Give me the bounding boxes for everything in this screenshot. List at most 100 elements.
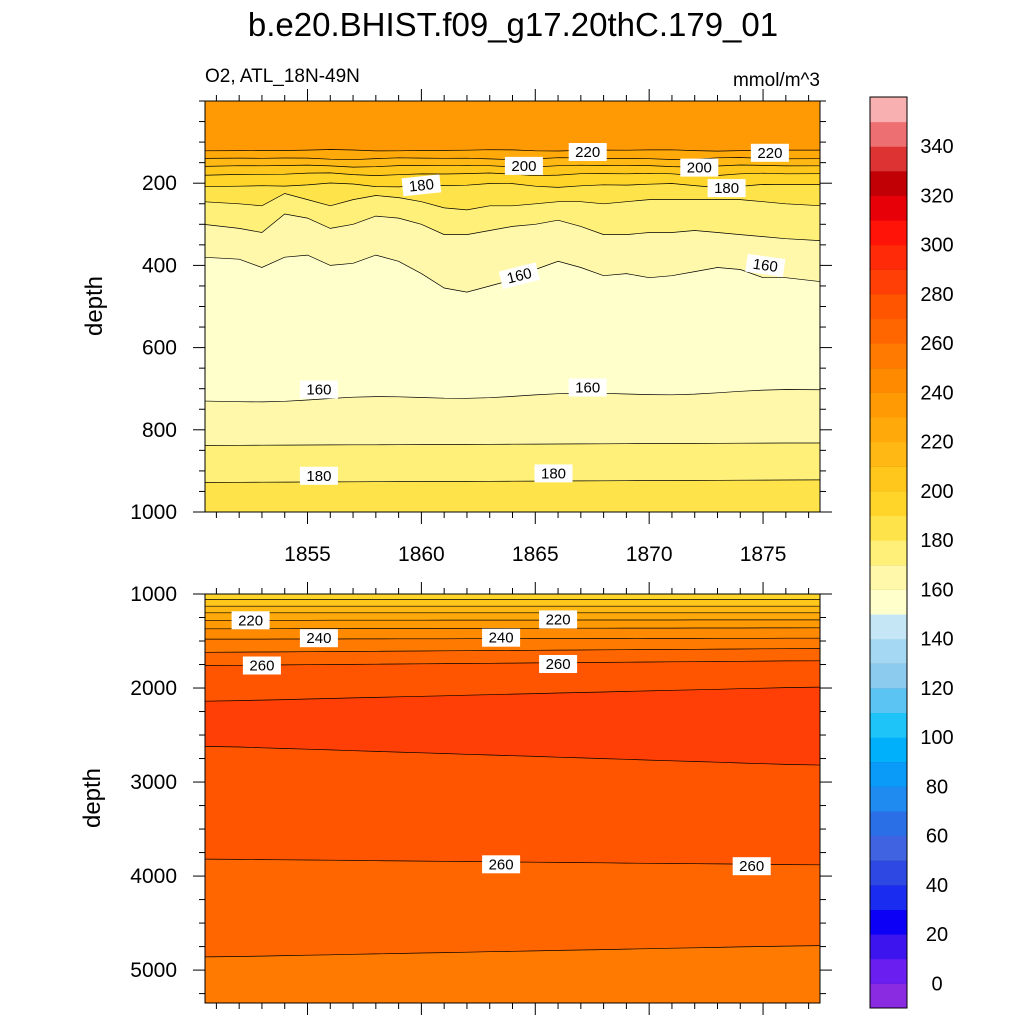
colorbar-tick-label: 280 [920,284,953,306]
contour-line [205,389,820,403]
colorbar-bin [870,441,907,467]
contour-label-text: 160 [575,380,600,397]
x-tick-label: 1870 [626,543,673,566]
colorbar-bin [870,589,907,615]
contour-label-text: 180 [408,176,435,196]
y-tick-label: 400 [142,254,177,277]
contour-value-label: 220 [568,143,607,161]
colorbar-tick-label: 180 [920,530,953,552]
contour-value-label: 220 [231,611,270,630]
colorbar: 0 20 40 60 80 100 120 140 160 180 200 220 240 260 280 3… [869,96,954,1009]
colorbar-bin [870,244,907,270]
colorbar-bin [870,835,907,861]
contour-label-bg [482,855,521,874]
colorbar-bin [870,170,907,196]
contour-label-text: 180 [541,465,566,482]
contour-label-text: 160 [505,265,533,288]
y-axis-label-bottom: depth [79,768,106,828]
contour-label-text: 240 [306,630,331,647]
contour-value-label: 200 [680,158,719,177]
units-label: mmol/m^3 [733,70,820,91]
colorbar-tick-label: 340 [920,136,953,158]
contour-value-label: 180 [299,466,338,485]
colorbar-tick-label: 320 [920,185,953,207]
contour-label-text: 260 [739,858,764,875]
contour-label-text: 220 [238,612,263,629]
contour-label-text: 180 [306,468,331,485]
contour-label-bg [299,380,338,399]
x-tick-label: 1865 [512,543,559,566]
colorbar-frame [869,96,908,1009]
contour-label-bg [539,655,578,673]
contour-value-label: 200 [504,156,543,175]
colorbar-bin [870,761,907,787]
colorbar-bin [870,269,907,295]
colorbar-tick-label: 60 [926,826,948,848]
y-tick-label: 200 [142,172,177,195]
contour-line [205,213,820,241]
contour-label-bg [482,628,521,647]
x-tick-label: 1860 [398,543,445,566]
contour-label-bg [680,158,719,177]
colorbar-bin [870,934,907,960]
y-tick-label: 3000 [130,771,177,794]
contour-value-label: 180 [401,174,442,197]
contour-line [205,648,820,653]
colorbar-bin [870,737,907,763]
colorbar-tick-label: 240 [920,382,953,404]
contour-label-bg [231,611,270,630]
colorbar-bin [870,367,907,393]
contour-line [205,945,820,958]
contour-label-bg [504,156,543,175]
y-axis-label-top: depth [81,276,108,336]
contour-label-text: 200 [687,160,712,177]
y-tick-label: 1000 [130,583,177,606]
contour-label-bg [534,464,573,483]
y-tick-label: 2000 [130,677,177,700]
contour-line [205,627,820,630]
colorbar-bin [870,318,907,344]
contour-label-bg [299,466,338,485]
contour-label-bg [568,143,607,161]
contour-label-bg [242,656,281,675]
colorbar-bin [870,392,907,418]
y-tick-label: 800 [142,419,177,442]
colorbar-bin [870,146,907,172]
contour-label-text: 200 [511,158,536,175]
lower-depth-panel: 220 220 240 240 260 260 260 260 1000 2000 3000 4000… [130,582,832,1015]
colorbar-tick-label: 300 [920,235,953,257]
contour-label-bg [539,610,578,629]
contour-label-text: 260 [489,856,514,873]
contour-value-label: 260 [539,655,578,673]
contour-value-label: 240 [299,629,338,648]
contour-label-text: 220 [575,144,600,161]
contour-value-label: 160 [299,380,338,399]
contour-fills [205,594,820,1003]
colorbar-bin [870,490,907,517]
contour-label-bg [750,143,789,162]
contour-band [205,594,820,600]
chart-title: b.e20.BHIST.f09_g17.20thC.179_01 [248,6,778,43]
contour-line [205,745,820,766]
colorbar-bin [870,958,907,984]
contour-label-text: 160 [306,382,331,399]
y-tick-label: 5000 [130,959,177,982]
contour-label-bg [745,253,786,277]
y-tick-label: 600 [142,337,177,360]
colorbar-tick-label: 100 [920,727,953,749]
colorbar-tick-label: 160 [920,579,953,601]
colorbar-bin [870,417,907,443]
colorbar-tick-label: 260 [920,333,953,355]
contour-line [205,686,820,702]
colorbar-tick-label: 80 [926,776,948,798]
colorbar-bin [870,97,907,123]
colorbar-tick-label: 200 [920,481,953,503]
x-tick-label: 1855 [284,543,331,566]
colorbar-tick-label: 40 [926,875,948,897]
contour-label-text: 220 [757,145,782,162]
y-tick-label: 4000 [130,865,177,888]
contour-label-bg [498,262,540,290]
contour-value-label: 260 [242,656,281,675]
